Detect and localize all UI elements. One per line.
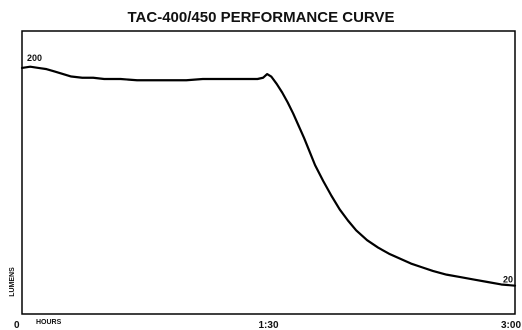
annotation-layer: 200 20 — [27, 53, 513, 284]
plot-frame — [21, 30, 516, 315]
series-layer — [20, 65, 517, 287]
data-label: 20 — [503, 274, 513, 284]
x-tick-label: 0 — [14, 320, 20, 330]
y-axis-label: LUMENS — [9, 267, 16, 297]
x-ticks-layer: 0 1:30 3:00 — [14, 320, 521, 330]
x-tick-label: 1:30 — [258, 320, 278, 330]
series-line-0 — [20, 65, 517, 287]
x-axis-label: HOURS — [36, 319, 62, 326]
data-label: 200 — [27, 53, 42, 63]
x-tick-label: 3:00 — [501, 320, 521, 330]
chart-title: TAC-400/450 PERFORMANCE CURVE — [127, 9, 394, 26]
